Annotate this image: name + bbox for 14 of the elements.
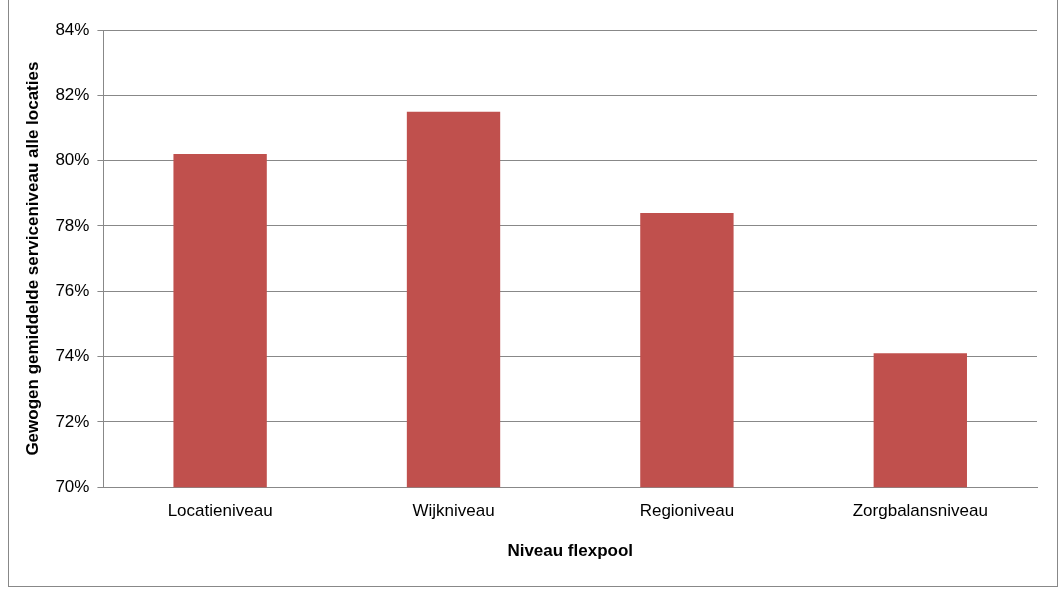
x-tick-label: Regioniveau <box>639 501 735 521</box>
y-tick-label: 82% <box>55 85 90 104</box>
y-tick-label: 72% <box>55 411 90 431</box>
x-tick-label: Locatieniveau <box>167 501 273 521</box>
x-tick-label: Wijkniveau <box>412 501 495 521</box>
y-tick-label: 70% <box>55 476 90 496</box>
y-tick-label: 78% <box>55 215 90 235</box>
y-tick-label: 84% <box>55 19 90 39</box>
y-tick-label: 76% <box>55 280 90 300</box>
x-tick-label: Zorgbalansniveau <box>852 501 988 521</box>
y-axis-title: Gewogen gemiddelde serviceniveau alle locaties <box>22 61 42 456</box>
y-tick-label: 74% <box>55 346 90 366</box>
x-axis-title: Niveau flexpool <box>507 541 634 561</box>
y-tick-label: 80% <box>55 150 90 170</box>
